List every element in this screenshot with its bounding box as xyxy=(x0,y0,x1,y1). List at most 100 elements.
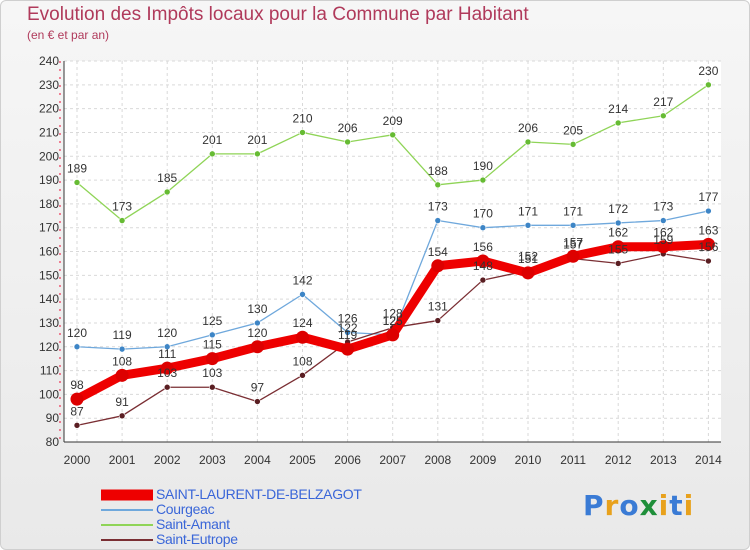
data-label: 142 xyxy=(292,273,312,287)
data-point xyxy=(611,240,625,254)
data-point xyxy=(705,257,712,265)
data-label: 172 xyxy=(608,202,628,216)
data-point xyxy=(614,219,622,227)
y-tick-label: 110 xyxy=(40,364,59,378)
data-point xyxy=(118,217,126,224)
data-point xyxy=(434,217,442,224)
y-tick-label: 230 xyxy=(39,78,59,92)
data-label: 119 xyxy=(113,328,132,342)
y-tick-label: 240 xyxy=(39,54,59,68)
data-label: 171 xyxy=(563,204,583,218)
data-point xyxy=(254,150,261,158)
data-label: 173 xyxy=(653,200,673,214)
data-label: 189 xyxy=(67,161,87,175)
y-tick-label: 180 xyxy=(39,197,59,211)
data-label: 131 xyxy=(428,300,448,314)
data-point xyxy=(296,330,309,344)
data-point xyxy=(431,259,445,273)
data-label: 87 xyxy=(70,404,84,418)
brand-logo[interactable]: Proxiti xyxy=(583,489,694,522)
data-point xyxy=(569,141,577,148)
data-point xyxy=(160,361,174,375)
data-label: 188 xyxy=(428,164,448,178)
legend-label: SAINT-LAURENT-DE-BELZAGOT xyxy=(156,486,362,502)
data-point xyxy=(566,249,580,263)
data-label: 230 xyxy=(698,64,718,78)
y-tick-label: 220 xyxy=(39,102,59,116)
data-point xyxy=(163,188,171,196)
data-point xyxy=(386,328,400,342)
data-label: 214 xyxy=(608,102,628,116)
y-tick-label: 200 xyxy=(39,149,59,163)
data-label: 177 xyxy=(698,190,718,204)
data-label: 120 xyxy=(247,326,267,340)
data-label: 190 xyxy=(473,159,493,173)
data-point xyxy=(209,331,216,339)
x-tick-label: 2012 xyxy=(605,453,632,467)
chart-title: Evolution des Impôts locaux pour la Comm… xyxy=(27,4,529,25)
x-tick-label: 2011 xyxy=(560,453,586,467)
legend-swatch-courgeac xyxy=(101,508,153,511)
data-label: 173 xyxy=(428,200,448,214)
data-label: 209 xyxy=(383,114,403,128)
x-tick-label: 2006 xyxy=(334,453,361,467)
data-label: 148 xyxy=(473,259,493,273)
data-label: 206 xyxy=(338,121,358,135)
data-label: 201 xyxy=(202,133,222,147)
legend-item-saint-eutrope: Saint-Eutrope xyxy=(101,532,421,547)
legend-label: Saint-Eutrope xyxy=(156,531,238,547)
data-label: 217 xyxy=(653,95,673,109)
y-tick-label: 100 xyxy=(39,387,59,401)
legend-swatch-saint-laurent xyxy=(101,489,153,500)
legend-label: Courgeac xyxy=(156,501,215,517)
data-point xyxy=(524,138,532,146)
data-label: 173 xyxy=(112,200,132,214)
data-label: 185 xyxy=(157,171,177,185)
data-label: 103 xyxy=(202,366,222,380)
data-label: 115 xyxy=(203,338,222,352)
data-label: 159 xyxy=(653,233,673,247)
data-point xyxy=(299,129,306,136)
data-point xyxy=(479,176,487,184)
data-label: 162 xyxy=(653,226,673,240)
data-label: 205 xyxy=(563,123,583,137)
brand-letter: t xyxy=(669,489,684,522)
data-label: 122 xyxy=(338,321,358,335)
data-label: 171 xyxy=(518,204,538,218)
data-point xyxy=(115,368,129,382)
data-label: 155 xyxy=(608,242,628,256)
data-label: 91 xyxy=(115,395,129,409)
data-label: 103 xyxy=(157,366,177,380)
legend-item-courgeac: Courgeac xyxy=(101,502,421,517)
data-point xyxy=(209,383,216,391)
data-label: 120 xyxy=(157,326,177,340)
data-label: 111 xyxy=(158,347,177,361)
x-tick-label: 2002 xyxy=(154,453,181,467)
x-tick-label: 2007 xyxy=(379,453,406,467)
x-tick-label: 2003 xyxy=(199,453,226,467)
x-tick-label: 2004 xyxy=(244,453,271,467)
data-point xyxy=(479,224,487,231)
y-tick-label: 140 xyxy=(39,292,59,306)
y-tick-label: 160 xyxy=(39,245,59,259)
brand-letter: x xyxy=(639,489,659,522)
data-label: 125 xyxy=(383,314,403,328)
legend-label: Saint-Amant xyxy=(156,516,230,532)
data-label: 157 xyxy=(563,238,583,252)
data-label: 163 xyxy=(698,223,718,237)
data-label: 97 xyxy=(251,381,265,395)
data-point xyxy=(389,131,397,139)
data-label: 154 xyxy=(428,245,448,259)
data-label: 157 xyxy=(563,235,583,249)
legend-swatch-saint-eutrope xyxy=(101,538,153,541)
data-point xyxy=(73,343,81,351)
y-tick-label: 170 xyxy=(39,221,59,235)
data-point xyxy=(254,319,261,327)
data-point xyxy=(656,240,670,254)
data-point xyxy=(118,412,126,420)
data-label: 206 xyxy=(518,121,538,135)
data-point xyxy=(614,119,622,127)
data-point xyxy=(524,222,532,229)
brand-letter: i xyxy=(658,489,670,522)
